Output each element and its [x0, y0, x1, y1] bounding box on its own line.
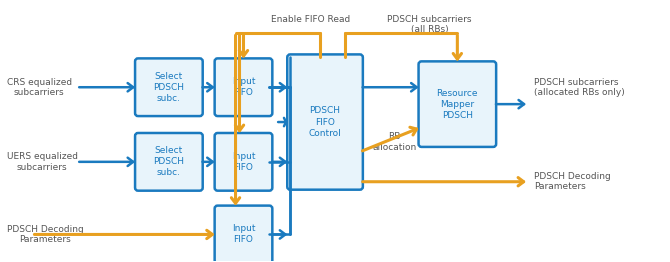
FancyBboxPatch shape [214, 206, 272, 262]
FancyBboxPatch shape [419, 61, 496, 147]
Text: PDSCH subcarriers
(allocated RBs only): PDSCH subcarriers (allocated RBs only) [534, 78, 624, 97]
Text: PDSCH
FIFO
Control: PDSCH FIFO Control [309, 106, 342, 138]
Text: Input
FIFO: Input FIFO [232, 77, 255, 97]
Text: PDSCH Decoding
Parameters: PDSCH Decoding Parameters [7, 225, 84, 244]
Text: Input
FIFO: Input FIFO [232, 152, 255, 172]
FancyBboxPatch shape [214, 133, 272, 191]
Text: Select
PDSCH
subc.: Select PDSCH subc. [153, 72, 184, 103]
FancyBboxPatch shape [287, 54, 363, 190]
FancyBboxPatch shape [214, 58, 272, 116]
Text: CRS equalized
subcarriers: CRS equalized subcarriers [7, 78, 72, 97]
Text: UERS equalized
subcarriers: UERS equalized subcarriers [7, 152, 78, 172]
Text: Resource
Mapper
PDSCH: Resource Mapper PDSCH [437, 89, 478, 120]
Text: PDSCH Decoding
Parameters: PDSCH Decoding Parameters [534, 172, 610, 192]
Text: Input
FIFO: Input FIFO [232, 224, 255, 244]
FancyBboxPatch shape [135, 133, 203, 191]
FancyBboxPatch shape [135, 58, 203, 116]
Text: Enable FIFO Read: Enable FIFO Read [271, 15, 350, 24]
Text: RB
allocation: RB allocation [373, 132, 417, 152]
Text: Select
PDSCH
subc.: Select PDSCH subc. [153, 146, 184, 177]
Text: PDSCH subcarriers
(all RBs): PDSCH subcarriers (all RBs) [387, 15, 472, 34]
